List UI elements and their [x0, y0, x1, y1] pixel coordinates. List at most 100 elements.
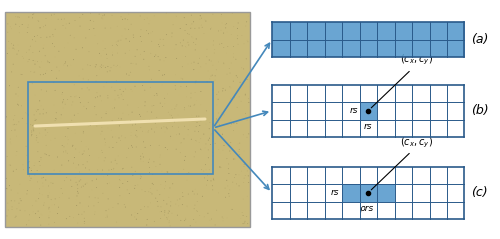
- Point: [26, 179, 34, 182]
- Point: [198, 168, 205, 172]
- Point: [36, 99, 44, 103]
- Point: [16, 208, 24, 212]
- Point: [146, 165, 154, 169]
- Point: [108, 53, 116, 57]
- Point: [180, 219, 188, 223]
- Point: [36, 191, 44, 195]
- Point: [110, 166, 118, 170]
- Point: [8, 70, 16, 74]
- Point: [221, 186, 229, 190]
- Point: [150, 130, 158, 134]
- Point: [238, 33, 246, 37]
- Point: [38, 193, 46, 197]
- Point: [210, 176, 218, 180]
- Point: [61, 62, 69, 65]
- Point: [162, 180, 170, 184]
- Point: [148, 30, 156, 33]
- Point: [70, 83, 78, 87]
- Point: [225, 194, 233, 198]
- Point: [109, 206, 117, 209]
- Point: [186, 26, 194, 30]
- Point: [45, 222, 53, 226]
- Bar: [447, 39, 464, 57]
- Point: [84, 78, 92, 82]
- Point: [80, 130, 88, 134]
- Point: [174, 204, 182, 208]
- Point: [190, 60, 198, 64]
- Point: [137, 126, 145, 130]
- Point: [114, 93, 122, 97]
- Point: [183, 172, 191, 175]
- Point: [160, 96, 168, 100]
- Point: [38, 176, 46, 180]
- Point: [154, 55, 162, 59]
- Point: [111, 98, 119, 102]
- Point: [184, 62, 192, 66]
- Point: [160, 125, 168, 129]
- Point: [148, 192, 156, 196]
- Point: [165, 221, 173, 225]
- Point: [112, 220, 120, 224]
- Point: [204, 211, 212, 215]
- Point: [224, 144, 232, 148]
- Point: [227, 118, 235, 122]
- Point: [36, 163, 44, 167]
- Point: [114, 24, 122, 28]
- Point: [104, 96, 112, 100]
- Point: [146, 86, 154, 89]
- Point: [164, 92, 172, 96]
- Point: [237, 217, 245, 220]
- Point: [80, 184, 88, 188]
- Point: [86, 28, 94, 32]
- Point: [201, 18, 209, 22]
- Point: [103, 70, 111, 74]
- Point: [174, 213, 182, 217]
- Point: [98, 66, 106, 70]
- Point: [196, 56, 203, 60]
- Bar: [342, 22, 359, 39]
- Point: [5, 163, 13, 167]
- Point: [218, 132, 226, 136]
- Point: [146, 118, 154, 122]
- Point: [140, 18, 148, 22]
- Point: [101, 137, 109, 141]
- Point: [186, 104, 194, 108]
- Point: [196, 46, 204, 50]
- Point: [216, 123, 224, 127]
- Point: [60, 63, 68, 67]
- Point: [68, 103, 76, 107]
- Point: [58, 101, 66, 105]
- Point: [74, 189, 82, 193]
- Point: [104, 126, 112, 130]
- Point: [14, 205, 22, 209]
- Point: [191, 187, 199, 191]
- Point: [172, 87, 179, 91]
- Point: [71, 95, 79, 99]
- Point: [210, 79, 218, 83]
- Point: [172, 133, 180, 136]
- Point: [240, 165, 248, 168]
- Point: [184, 43, 192, 47]
- Point: [187, 91, 195, 95]
- Point: [197, 90, 205, 93]
- Point: [124, 88, 132, 92]
- Point: [112, 43, 120, 47]
- Point: [108, 107, 116, 111]
- Point: [74, 112, 82, 115]
- Point: [34, 209, 42, 213]
- Point: [71, 18, 79, 22]
- Point: [29, 124, 37, 127]
- Point: [72, 203, 80, 207]
- Point: [8, 207, 16, 211]
- Point: [103, 213, 111, 217]
- Point: [96, 94, 104, 98]
- Point: [25, 57, 33, 61]
- Point: [98, 116, 106, 120]
- Point: [47, 198, 55, 201]
- Point: [190, 217, 198, 221]
- Point: [34, 19, 42, 22]
- Point: [157, 205, 165, 209]
- Point: [184, 133, 192, 136]
- Point: [164, 148, 172, 152]
- Point: [62, 151, 70, 154]
